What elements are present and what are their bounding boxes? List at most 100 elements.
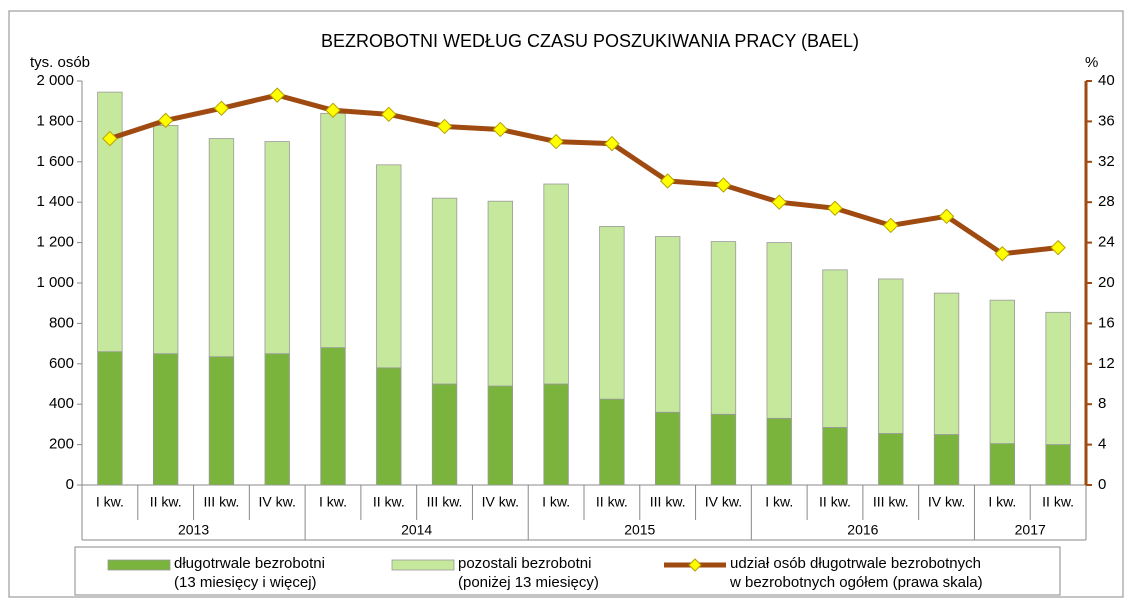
- bar: [878, 278, 904, 434]
- line-marker: [269, 87, 285, 103]
- y2-tick-label: 12: [1098, 355, 1115, 372]
- group-label: 2014: [401, 522, 432, 538]
- bar: [822, 269, 848, 428]
- bar: [599, 398, 625, 486]
- y-tick-label: 200: [49, 436, 74, 453]
- y-tick-label: 400: [49, 395, 74, 412]
- line-marker: [659, 173, 676, 189]
- bar: [376, 367, 402, 486]
- x-tick-label: III kw.: [204, 494, 240, 510]
- bar: [320, 347, 346, 486]
- y2-tick-label: 20: [1098, 274, 1115, 291]
- y-tick-label: 600: [49, 355, 74, 372]
- x-tick-label: I kw.: [319, 494, 347, 510]
- line-marker: [325, 102, 341, 118]
- bar: [1045, 311, 1071, 446]
- y-tick-label: 1 600: [36, 153, 74, 170]
- y-tick-label: 1 800: [36, 112, 74, 129]
- x-tick-label: IV kw.: [705, 494, 742, 510]
- legend-marker: [688, 558, 702, 572]
- x-tick-label: II kw.: [150, 494, 182, 510]
- y2-tick-label: 24: [1098, 234, 1115, 251]
- line-marker: [1050, 239, 1066, 256]
- y2-tick-label: 16: [1098, 314, 1115, 331]
- x-tick-label: II kw.: [373, 494, 405, 510]
- bar: [431, 197, 458, 385]
- line-marker: [883, 217, 899, 234]
- bar: [152, 353, 179, 486]
- bar: [710, 413, 737, 486]
- line-marker: [548, 133, 564, 150]
- chart-title: BEZROBOTNI WEDŁUG CZASU POSZUKIWANIA PRA…: [321, 31, 859, 51]
- bar: [543, 383, 569, 486]
- line-marker: [436, 118, 453, 135]
- group-label: 2017: [1015, 522, 1046, 538]
- x-tick-label: I kw.: [542, 494, 570, 510]
- line-marker: [938, 208, 955, 225]
- bar: [97, 351, 123, 486]
- bar: [822, 427, 848, 486]
- bar: [933, 434, 960, 486]
- legend: [74, 546, 1061, 596]
- x-tick-label: II kw.: [819, 494, 851, 510]
- bar: [487, 385, 514, 486]
- line-marker: [771, 194, 787, 210]
- bar: [431, 383, 458, 486]
- y-tick-label: 1 000: [36, 274, 74, 291]
- line-marker: [994, 246, 1011, 262]
- x-tick-label: I kw.: [988, 494, 1016, 510]
- x-tick-label: III kw.: [873, 494, 909, 510]
- bar: [989, 299, 1016, 444]
- line-marker: [157, 112, 174, 129]
- bar: [264, 141, 290, 355]
- x-tick-label: IV kw.: [928, 494, 965, 510]
- x-tick-label: IV kw.: [482, 494, 519, 510]
- line-marker: [102, 130, 118, 147]
- line-marker: [715, 177, 732, 193]
- y2-tick-label: 8: [1098, 395, 1106, 412]
- x-tick-label: II kw.: [596, 494, 628, 510]
- legend-label: pozostali bezrobotni (poniżej 13 miesięcy…: [458, 555, 599, 591]
- bar: [1045, 444, 1071, 486]
- group-label: 2016: [847, 522, 878, 538]
- group-label: 2013: [178, 522, 209, 538]
- bar: [989, 443, 1016, 486]
- legend-swatch: [391, 559, 455, 571]
- group-label: 2015: [624, 522, 655, 538]
- y2-tick-label: 28: [1098, 193, 1115, 210]
- bar: [543, 183, 569, 385]
- bar: [208, 138, 235, 358]
- y-tick-label: 800: [49, 314, 74, 331]
- bar: [766, 242, 792, 419]
- line: [109, 92, 1059, 257]
- x-tick-label: III kw.: [650, 494, 686, 510]
- y-axis-label: tys. osób: [30, 54, 90, 71]
- bar: [208, 356, 235, 486]
- y2-tick-label: 4: [1098, 436, 1106, 453]
- y2-tick-label: 32: [1098, 153, 1115, 170]
- line-marker: [827, 200, 843, 216]
- bar: [654, 236, 681, 413]
- x-tick-label: III kw.: [427, 494, 463, 510]
- legend-swatch: [107, 559, 171, 571]
- bar: [152, 125, 179, 355]
- legend-label: długotrwale bezrobotni (13 miesięcy i wię…: [174, 555, 325, 591]
- bar: [487, 200, 514, 387]
- y-tick-label: 1 200: [36, 234, 74, 251]
- bar: [376, 164, 402, 369]
- bar: [599, 226, 625, 400]
- x-tick-label: I kw.: [96, 494, 124, 510]
- bar: [933, 292, 960, 435]
- bar: [766, 417, 792, 486]
- y2-axis-label: %: [1085, 54, 1098, 71]
- line-marker: [604, 135, 620, 152]
- y2-tick-label: 36: [1098, 112, 1115, 129]
- y-tick-label: 2 000: [36, 72, 74, 89]
- y2-tick-label: 0: [1098, 476, 1106, 493]
- bar: [320, 112, 346, 349]
- line-marker: [213, 100, 230, 116]
- y-tick-label: 0: [66, 476, 74, 493]
- line-marker: [492, 121, 509, 138]
- line-marker: [381, 106, 397, 123]
